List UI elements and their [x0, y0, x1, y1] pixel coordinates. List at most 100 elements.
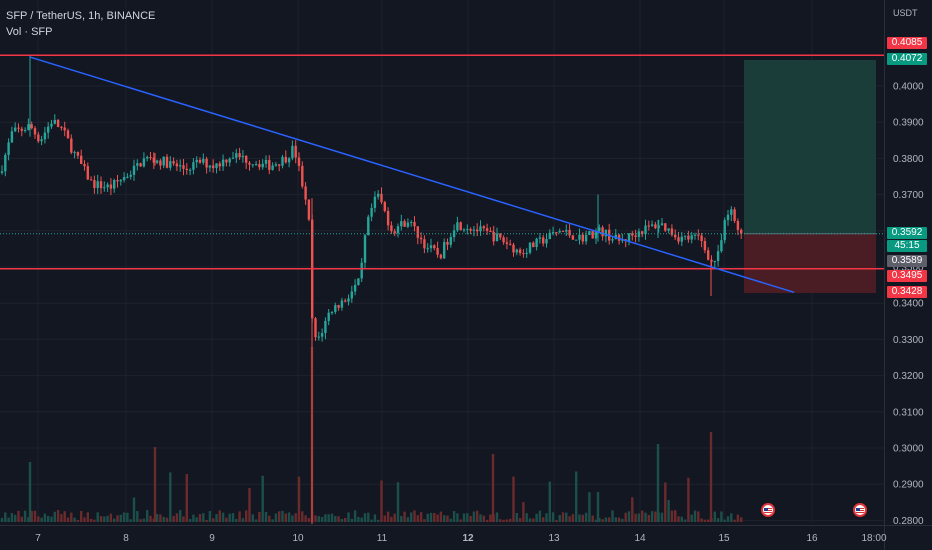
candle-body — [301, 165, 304, 187]
volume-bar — [179, 510, 182, 522]
currency-label: USDT — [893, 8, 918, 18]
candle-body — [320, 333, 324, 337]
candle-body — [693, 234, 697, 236]
volume-bar — [637, 513, 641, 522]
candle-body — [23, 130, 27, 132]
volume-bar — [215, 514, 218, 522]
candle-body — [287, 158, 291, 163]
volume-bar — [400, 515, 403, 522]
candle-body — [317, 336, 320, 338]
time-tick-label: 7 — [35, 533, 41, 544]
candle-body — [40, 139, 43, 142]
price-axis: 0.40000.39000.38000.37000.36000.35000.34… — [893, 82, 924, 527]
volume-bar — [670, 510, 674, 522]
volume-bar — [317, 516, 320, 522]
volume-bar — [396, 482, 400, 522]
candle-body — [380, 193, 383, 203]
volume-bar — [598, 517, 601, 522]
candle-body — [370, 207, 373, 217]
volume-bar — [535, 513, 538, 522]
volume-bar — [515, 512, 518, 522]
volume-bar — [297, 476, 301, 522]
volume-bar — [532, 518, 535, 522]
volume-bar — [588, 492, 591, 522]
us-event-flag-icon[interactable] — [761, 503, 775, 517]
volume-bar — [251, 514, 254, 522]
candle-body — [327, 312, 330, 321]
volume-bar — [393, 513, 396, 522]
volume-bar — [258, 511, 261, 522]
volume-bar — [284, 513, 287, 522]
volume-bar — [327, 514, 330, 522]
volume-bar — [330, 513, 334, 522]
candle-body — [258, 164, 261, 168]
volume-bar — [103, 516, 106, 522]
candle-body — [254, 164, 258, 166]
candle-body — [185, 168, 188, 170]
volume-bar — [287, 512, 291, 522]
candle-body — [271, 165, 274, 170]
candle-body — [218, 163, 221, 167]
volume-bar — [314, 515, 317, 522]
candle-body — [307, 199, 311, 220]
us-event-flag-icon[interactable] — [853, 503, 867, 517]
candle-body — [400, 221, 403, 227]
volume-indicator-label[interactable]: Vol · SFP — [6, 26, 53, 38]
candle-body — [337, 305, 340, 308]
candle-body — [591, 231, 594, 239]
candle-body — [664, 223, 667, 231]
support-level-tag: 0.3495 — [887, 270, 927, 282]
volume-bar — [548, 481, 551, 522]
candle-body — [155, 160, 159, 163]
symbol-title[interactable]: SFP / TetherUS, 1h, BINANCE — [6, 10, 156, 22]
volume-bar — [697, 511, 700, 522]
volume-bar — [37, 516, 40, 522]
candle-body — [723, 220, 726, 241]
volume-bar — [713, 511, 716, 522]
candle-body — [551, 232, 555, 234]
volume-bar — [340, 519, 344, 522]
volume-bar — [86, 512, 89, 522]
candle-body — [202, 158, 205, 163]
volume-bar — [518, 518, 522, 522]
candle-body — [330, 311, 334, 313]
candle-body — [96, 181, 99, 188]
volume-bar — [551, 512, 555, 522]
volume-bar — [469, 515, 472, 522]
candle-body — [733, 209, 736, 221]
volume-bar — [347, 512, 350, 522]
candle-body — [429, 245, 433, 249]
volume-bar — [139, 519, 142, 522]
volume-bar — [350, 518, 353, 522]
volume-bar — [604, 517, 608, 522]
candle-body — [76, 152, 80, 156]
price-tick-label: 0.3000 — [893, 444, 924, 455]
candle-body — [634, 235, 637, 237]
volume-bar — [476, 510, 479, 522]
candle-body — [637, 231, 641, 237]
candle-body — [660, 223, 664, 226]
volume-bar — [254, 519, 258, 522]
volume-bar — [505, 519, 509, 522]
volume-bar — [709, 432, 713, 522]
volume-bar — [654, 511, 657, 522]
candle-body — [677, 237, 680, 242]
candle-body — [136, 163, 139, 166]
candle-body — [568, 229, 571, 236]
candle-body — [291, 145, 294, 159]
volume-bar — [443, 515, 446, 522]
candle-body — [304, 186, 307, 200]
volume-bar — [641, 510, 644, 522]
candle-body — [66, 130, 70, 139]
volume-bar — [337, 516, 340, 522]
countdown-tag: 45:15 — [887, 240, 927, 252]
volume-bar — [542, 517, 545, 522]
candle-body — [716, 251, 720, 262]
volume-bar — [70, 512, 73, 522]
volume-bar — [264, 511, 268, 522]
candle-body — [525, 252, 528, 254]
candle-body — [674, 234, 677, 238]
volume-bar — [416, 515, 419, 522]
position-zones — [744, 59, 876, 294]
